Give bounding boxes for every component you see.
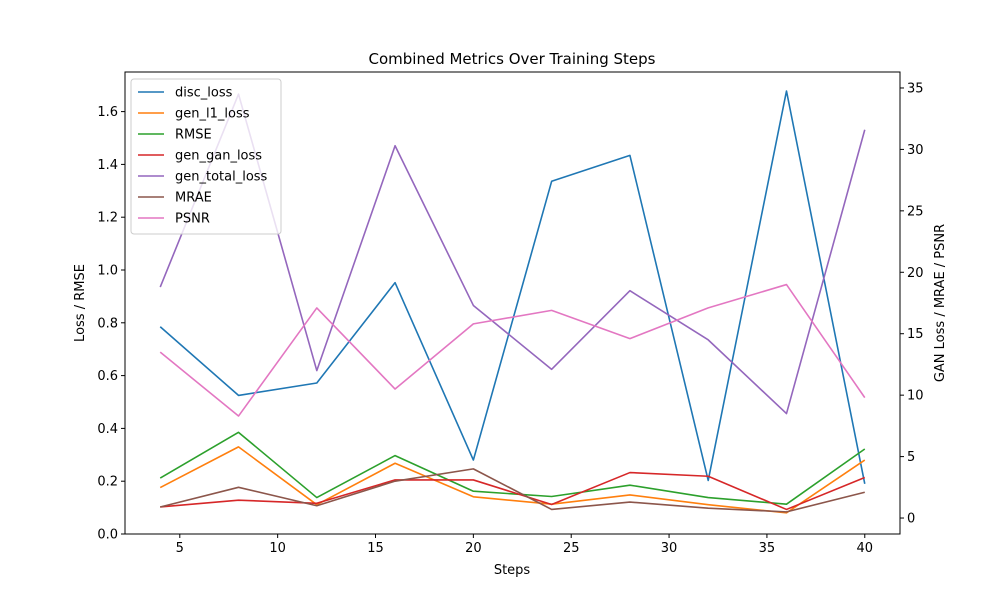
y-right-tick-label: 35 (907, 81, 924, 96)
y-left-tick-label: 0.4 (97, 422, 118, 437)
y-right-tick-label: 30 (907, 143, 924, 158)
legend-label-rmse: RMSE (175, 128, 212, 143)
series-line-gen-l1-loss (159, 446, 866, 514)
series-line-gen-gan-loss (160, 471, 866, 511)
y-left-tick-label: 1.2 (97, 211, 118, 226)
x-tick-label: 10 (269, 541, 286, 556)
y-left-axis-ticks: 0.0 0.2 0.4 0.6 0.8 1.0 1.2 1.4 1.6 (97, 105, 125, 543)
y-left-tick-label: 0.2 (97, 475, 118, 490)
x-axis-label: Steps (494, 563, 531, 578)
legend-label-psnr: PSNR (175, 212, 210, 227)
y-left-axis-label: Loss / RMSE (73, 264, 88, 342)
y-right-axis-label: GAN Loss / MRAE / PSNR (933, 224, 948, 382)
x-tick-label: 35 (759, 541, 776, 556)
y-left-tick-label: 0.6 (97, 369, 118, 384)
series-line-rmse (159, 431, 866, 505)
y-left-tick-label: 0.0 (97, 528, 118, 543)
x-tick-label: 5 (176, 541, 184, 556)
legend: disc_loss gen_l1_loss RMSE gen_gan_loss gen_… (130, 78, 282, 235)
legend-box (130, 78, 282, 235)
series-line-disc-loss (159, 90, 866, 484)
y-right-axis-ticks: 0 5 10 15 20 25 30 35 (900, 81, 924, 527)
legend-label-mrae: MRAE (175, 191, 212, 206)
legend-label-gen-gan-loss: gen_gan_loss (175, 149, 262, 164)
x-tick-label: 40 (856, 541, 873, 556)
y-left-tick-label: 0.8 (97, 316, 118, 331)
series-line-mrae (160, 468, 865, 513)
x-tick-label: 15 (367, 541, 384, 556)
legend-label-disc-loss: disc_loss (175, 86, 233, 101)
y-right-tick-label: 20 (907, 266, 924, 281)
chart-title: Combined Metrics Over Training Steps (369, 50, 656, 68)
x-tick-label: 20 (465, 541, 482, 556)
legend-label-gen-l1-loss: gen_l1_loss (175, 107, 250, 122)
x-axis-ticks: 5 10 15 20 25 30 35 40 (176, 534, 873, 556)
y-left-tick-label: 1.4 (97, 158, 118, 173)
x-tick-label: 30 (661, 541, 678, 556)
legend-label-gen-total-loss: gen_total_loss (175, 170, 268, 185)
y-right-tick-label: 10 (907, 389, 924, 404)
y-right-tick-label: 25 (907, 204, 924, 219)
y-left-tick-label: 1.0 (97, 264, 118, 279)
y-right-tick-label: 0 (907, 512, 915, 527)
y-right-tick-label: 5 (907, 450, 915, 465)
plot-frame (124, 71, 901, 535)
y-right-tick-label: 15 (907, 327, 924, 342)
x-tick-label: 25 (563, 541, 580, 556)
y-left-tick-label: 1.6 (97, 105, 118, 120)
series-line-psnr (159, 283, 866, 417)
